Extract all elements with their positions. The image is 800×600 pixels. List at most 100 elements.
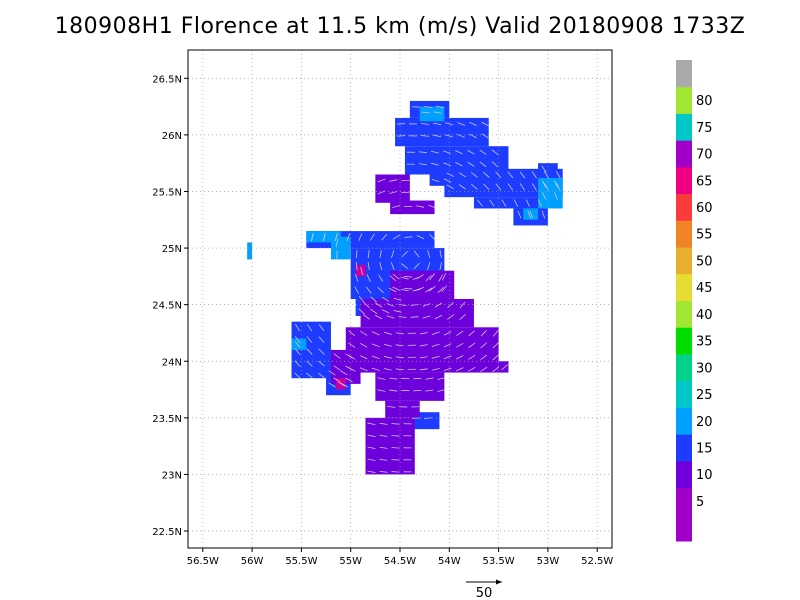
wind-vector xyxy=(469,121,477,126)
wind-vector xyxy=(306,348,313,355)
colorbar-label: 75 xyxy=(696,121,713,136)
wind-vector xyxy=(483,171,490,178)
wind-vector xyxy=(367,434,376,438)
wind-vector xyxy=(379,422,388,425)
lat-tick-label: 23N xyxy=(162,470,182,481)
wind-vector xyxy=(492,342,499,349)
lon-tick-label: 56W xyxy=(241,556,264,567)
wind-vector xyxy=(517,210,522,219)
wind-vector xyxy=(345,377,353,383)
wind-vector xyxy=(527,210,532,219)
wind-vector xyxy=(455,150,463,155)
wind-vector xyxy=(359,355,368,360)
colorbar-segment xyxy=(676,247,692,275)
wind-vector xyxy=(430,150,439,154)
wind-vector xyxy=(455,162,463,167)
colorbar-segment xyxy=(676,514,692,542)
wind-vector xyxy=(369,233,375,241)
wind-region-middle-purple xyxy=(365,417,415,475)
wind-region-north-purple xyxy=(390,200,435,215)
wind-vector xyxy=(532,183,537,191)
wind-vector xyxy=(381,233,388,241)
wind-vector xyxy=(445,122,454,126)
wind-vector xyxy=(348,330,356,337)
wind-vector xyxy=(456,355,464,360)
wind-vector xyxy=(397,135,406,137)
wind-vector xyxy=(431,343,440,347)
wind-vector xyxy=(438,274,444,282)
wind-vector xyxy=(374,314,383,320)
wind-vector xyxy=(492,330,499,337)
wind-vector xyxy=(333,353,341,359)
wind-region-middle-purple xyxy=(375,372,445,401)
wind-vector xyxy=(367,470,376,473)
wind-vector xyxy=(322,233,326,242)
wind-vector xyxy=(437,377,446,380)
wind-vector xyxy=(354,274,359,282)
wind-vector xyxy=(389,179,398,182)
wind-vector xyxy=(367,422,376,426)
wind-vector xyxy=(401,263,409,269)
wind-vector xyxy=(363,301,370,309)
wind-vector xyxy=(379,262,382,271)
wind-vector xyxy=(489,199,495,207)
wind-vector xyxy=(471,183,478,190)
lat-lon-gridlines xyxy=(184,50,612,552)
colorbar-segment xyxy=(676,193,692,221)
wind-vector xyxy=(458,184,466,190)
wind-vector xyxy=(492,366,500,373)
wind-vector xyxy=(306,336,313,344)
colorbar-label: 5 xyxy=(696,495,704,510)
wind-region-north-purple xyxy=(375,174,410,203)
wind-vector xyxy=(335,238,339,247)
colorbar-label: 35 xyxy=(696,335,713,350)
wind-vector xyxy=(333,377,341,383)
wind-vector xyxy=(294,372,301,379)
wind-vector xyxy=(355,250,358,259)
latitude-tick-labels: 22.5N 23N 23.5N 24N 24.5N 25N 25.5N 26N 26.5N xyxy=(152,74,182,538)
wind-vector xyxy=(433,111,442,114)
wind-vector xyxy=(377,190,386,195)
reference-vector-arrowhead xyxy=(496,579,502,585)
wind-region-middle-magenta xyxy=(355,265,366,277)
wind-region-middle-purple xyxy=(345,327,499,373)
colorbar-label: 45 xyxy=(696,281,713,296)
wind-vector xyxy=(379,470,388,473)
wind-vector xyxy=(370,296,377,303)
reference-vector-label: 50 xyxy=(476,586,493,600)
wind-vector xyxy=(439,250,442,259)
wind-vector xyxy=(410,304,419,306)
wind-vector xyxy=(513,199,519,207)
lat-tick-label: 23.5N xyxy=(152,414,182,425)
wind-region-north-cyan xyxy=(419,106,445,122)
wind-vector xyxy=(431,355,440,359)
wind-vector xyxy=(418,163,427,166)
color-legend: 5 10 15 20 25 30 35 40 45 50 55 60 65 70 75 80 xyxy=(676,60,713,542)
wind-vector xyxy=(358,296,365,303)
colorbar-label: 80 xyxy=(696,94,713,109)
wind-vector xyxy=(383,368,392,371)
lat-tick-label: 25.5N xyxy=(152,187,182,198)
wind-vector xyxy=(371,343,380,348)
wind-vector xyxy=(355,262,358,271)
wind-vector xyxy=(383,343,392,347)
wind-vector xyxy=(367,446,376,450)
wind-vector xyxy=(423,417,432,420)
wind-vector xyxy=(318,360,325,367)
wind-vector xyxy=(468,330,476,337)
wind-vector xyxy=(295,324,300,332)
wind-vector xyxy=(481,133,489,139)
wind-region-middle-cyan xyxy=(306,231,341,243)
wind-vector xyxy=(381,309,390,314)
colorbar-segment xyxy=(676,166,692,195)
wind-vector xyxy=(435,105,444,109)
wind-vector xyxy=(421,135,430,137)
wind-vector xyxy=(386,315,395,319)
wind-vector xyxy=(392,234,400,240)
wind-vector xyxy=(556,183,561,191)
colorbar-label: 30 xyxy=(696,361,713,376)
wind-vector xyxy=(541,165,547,173)
wind-vector xyxy=(501,364,508,371)
wind-vector xyxy=(543,171,549,179)
colorbar-label: 15 xyxy=(696,441,713,456)
